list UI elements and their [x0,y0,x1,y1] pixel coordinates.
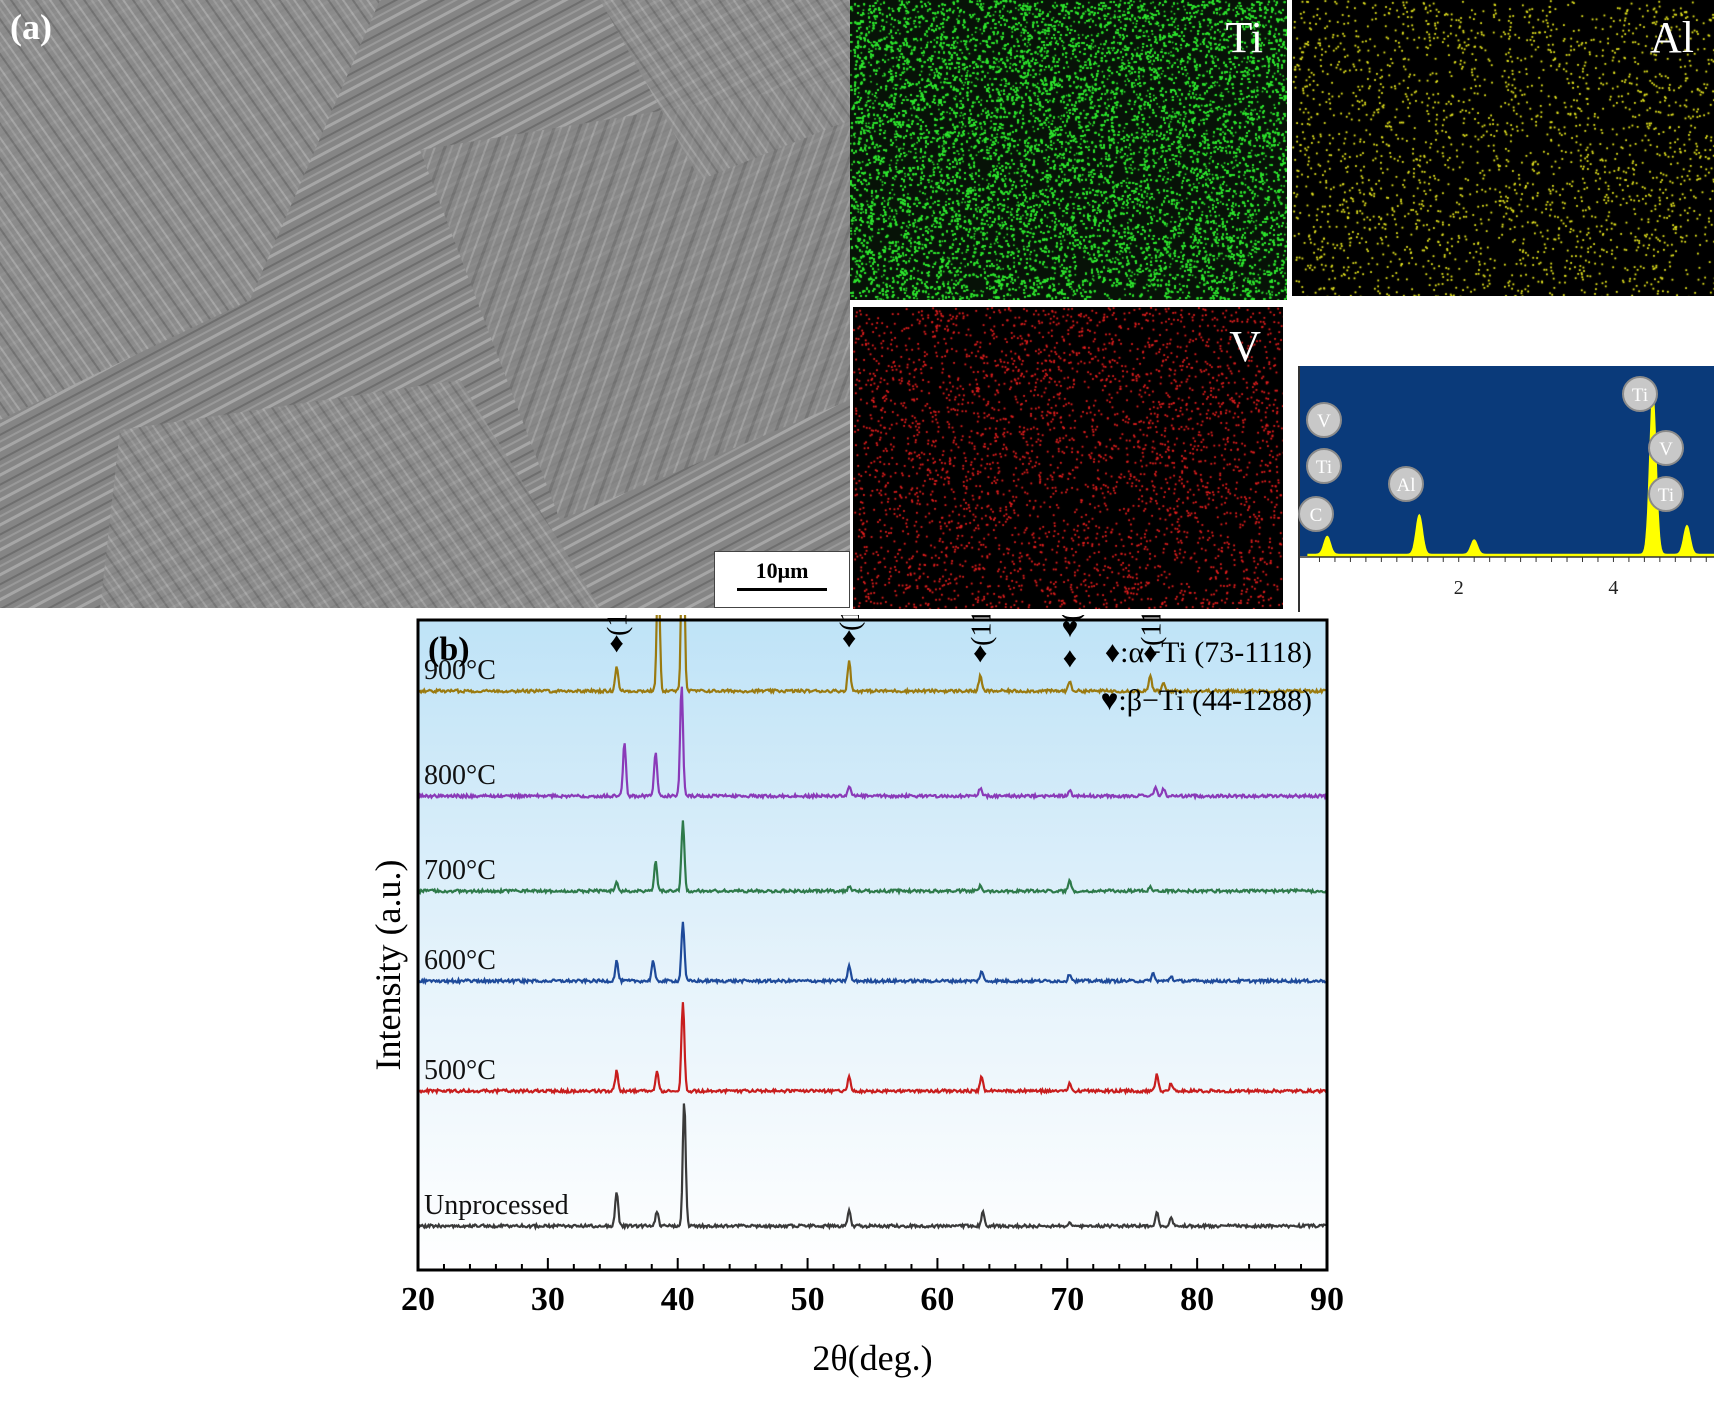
eds-map-ti-label: Ti [1225,13,1263,62]
x-tick-label: 70 [1050,1281,1084,1318]
x-axis-label: 2θ(deg.) [812,1338,932,1378]
eds-spectrum-plot: 2 4 V Ti C Al Ti V Ti [1298,366,1714,612]
legend-entry: ♥:β−Ti (44-1288) [1101,684,1312,717]
peak-marker: ♦ [842,623,856,654]
plot-frame [416,618,1329,1272]
scale-bar-line [737,588,827,591]
peak-label: (100) [603,615,634,636]
svg-text:C: C [1310,505,1323,526]
xrd-chart-svg: 900°C 800°C 700°C 600°C 500°C Unprocessed 20 30… [368,386,1344,1378]
series-label: 900°C [424,655,496,686]
x-tick-label: 40 [661,1281,695,1318]
eds-tick-label: 2 [1454,577,1464,599]
eds-peak-label: C [1298,496,1334,532]
panel-a-label: (a) [10,7,52,47]
eds-peak-label: Ti [1306,448,1342,484]
series-label: 800°C [424,760,496,791]
sem-texture [0,0,850,608]
peak-label: (112) [1136,615,1167,646]
peak-marker: ♦ [1143,638,1157,669]
peak-label: (110) [966,615,997,646]
scale-bar-text: 10μm [755,558,809,583]
peak-marker: ♥ [1062,615,1079,644]
eds-map-al-label: Al [1650,13,1694,62]
peak-marker: ♦ [610,628,624,659]
svg-text:Ti: Ti [1658,485,1674,506]
eds-spectrum-curve [1307,392,1714,557]
legend-entry: ♦:α−Ti (73-1118) [1105,636,1312,669]
peak-label: (103)(211) [1056,615,1087,621]
eds-peak-label: Al [1388,466,1424,502]
x-tick-label: 60 [920,1281,954,1318]
x-tick-label: 90 [1310,1281,1344,1318]
svg-text:Ti: Ti [1632,385,1648,406]
eds-map-v: V [853,307,1283,609]
series-label: 500°C [424,1055,496,1086]
xrd-series-line [417,482,1328,696]
eds-map-ti: Ti [850,0,1287,300]
xrd-series-line [417,1103,1328,1231]
svg-text:Ti: Ti [1316,457,1332,478]
xrd-series-line [417,1002,1327,1096]
series-label: 600°C [424,945,496,976]
series-label: Unprocessed [424,1190,569,1221]
eds-map-ti-canvas [850,0,1287,300]
eds-peak-label: V [1648,430,1684,466]
eds-map-al: Al [1292,0,1714,296]
eds-peak-label: V [1306,402,1342,438]
xrd-series-line [417,820,1328,896]
eds-peak-label: Ti [1622,376,1658,412]
peak-marker: ♦ [973,638,987,669]
eds-spectrum: 2 4 V Ti C Al Ti V Ti [1294,366,1714,612]
svg-text:V: V [1659,439,1673,460]
x-tick-label: 80 [1180,1281,1214,1318]
eds-tick-label: 4 [1608,577,1618,599]
x-tick-label: 20 [401,1281,435,1318]
sem-micrograph: (a) 10μm [0,0,850,608]
series-label: 700°C [424,855,496,886]
peak-label: (102) [835,615,866,631]
eds-peak-label: Ti [1648,476,1684,512]
x-tick-label: 30 [531,1281,565,1318]
xrd-series-line [417,921,1328,986]
eds-map-v-canvas [853,307,1283,609]
xrd-series-line [417,686,1328,801]
xrd-chart: 900°C 800°C 700°C 600°C 500°C Unprocessed 20 30… [360,386,1360,1403]
x-tick-label: 50 [791,1281,825,1318]
eds-map-al-canvas [1292,0,1714,296]
eds-map-v-label: V [1229,322,1261,371]
scale-bar: 10μm [714,551,850,608]
panel-b-label: (b) [428,631,470,668]
peak-marker: ♦ [1063,643,1077,674]
svg-text:V: V [1317,411,1331,432]
plot-background [418,620,1327,1270]
y-axis-label: Intensity (a.u.) [368,860,408,1071]
svg-text:Al: Al [1397,475,1416,496]
